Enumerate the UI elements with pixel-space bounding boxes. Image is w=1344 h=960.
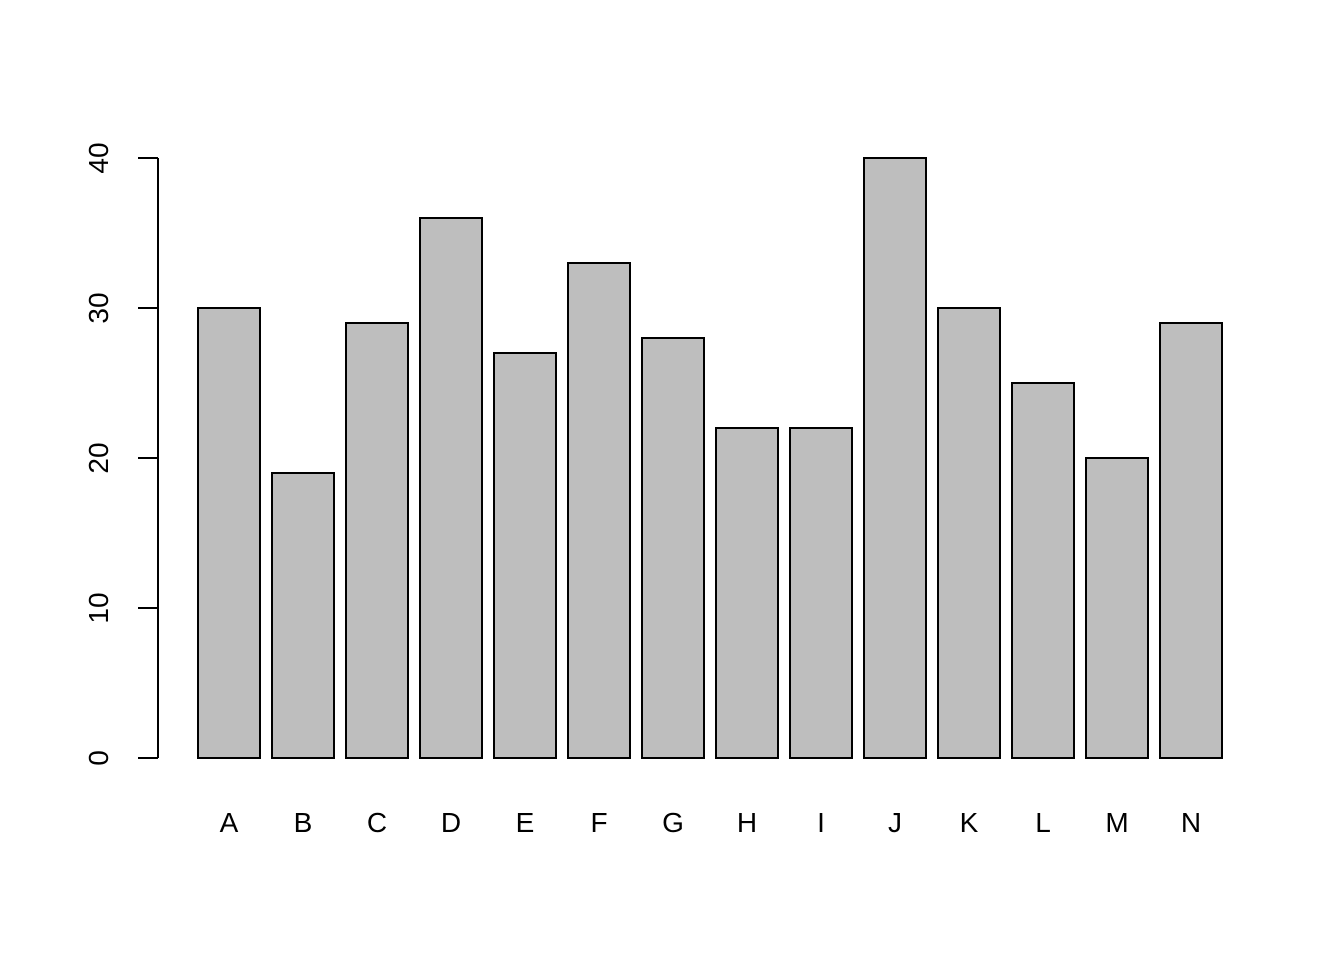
x-category-label: I xyxy=(817,807,825,838)
bar-k xyxy=(937,307,1001,759)
bars xyxy=(197,157,1223,759)
bar-c xyxy=(345,322,409,759)
x-category-label: J xyxy=(888,807,902,838)
bar-a xyxy=(197,307,261,759)
x-category-label: M xyxy=(1105,807,1128,838)
y-tick-label: 10 xyxy=(83,592,114,623)
y-tick-label: 30 xyxy=(83,292,114,323)
bar-b xyxy=(271,472,335,759)
x-category-label: F xyxy=(590,807,607,838)
x-axis-labels: A B C D E F G H I J K L M N xyxy=(220,807,1201,838)
bar-g xyxy=(641,337,705,759)
x-category-label: E xyxy=(516,807,535,838)
x-category-label: G xyxy=(662,807,684,838)
x-category-label: N xyxy=(1181,807,1201,838)
y-tick-label: 0 xyxy=(83,750,114,766)
x-category-label: D xyxy=(441,807,461,838)
bar-n xyxy=(1159,322,1223,759)
x-category-label: L xyxy=(1035,807,1051,838)
bar-l xyxy=(1011,382,1075,759)
bar-i xyxy=(789,427,853,759)
x-category-label: A xyxy=(220,807,239,838)
x-category-label: B xyxy=(294,807,313,838)
bar-h xyxy=(715,427,779,759)
y-axis: 0 10 20 30 40 xyxy=(83,142,159,766)
x-category-label: K xyxy=(960,807,979,838)
y-tick-label: 20 xyxy=(83,442,114,473)
bar-f xyxy=(567,262,631,759)
y-tick-label: 40 xyxy=(83,142,114,173)
x-category-label: H xyxy=(737,807,757,838)
bar-j xyxy=(863,157,927,759)
bar-m xyxy=(1085,457,1149,759)
bar-d xyxy=(419,217,483,759)
bar-e xyxy=(493,352,557,759)
x-category-label: C xyxy=(367,807,387,838)
